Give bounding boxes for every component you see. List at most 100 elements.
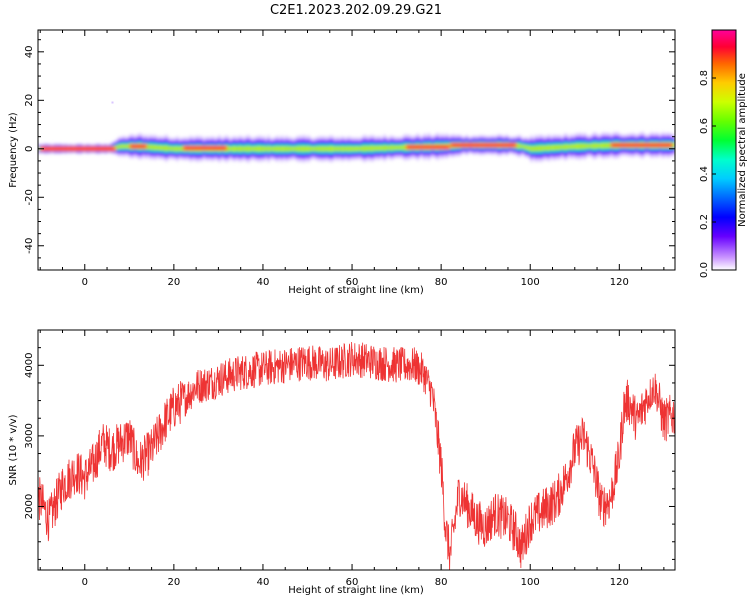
heatmap-cell <box>151 145 155 150</box>
heatmap-cell <box>162 146 166 151</box>
heatmap-cell <box>176 146 179 151</box>
spectrogram-x-tick-label: 20 <box>167 277 180 288</box>
heatmap-cell <box>171 146 175 151</box>
heatmap-cell <box>274 146 277 151</box>
spectrogram-x-tick-label: 0 <box>82 277 88 288</box>
spectrogram-y-tick-label: -40 <box>24 238 35 254</box>
heatmap-cell <box>262 146 266 151</box>
snr-x-tick-label: 40 <box>257 577 270 588</box>
snr-x-tick-label: 0 <box>82 577 88 588</box>
snr-y-ticks: 2000 3000 4000 <box>24 329 675 560</box>
heatmap-cell <box>303 146 306 152</box>
heatmap-cell <box>354 146 357 151</box>
snr-x-label: Height of straight line (km) <box>288 585 424 596</box>
heatmap-cell <box>565 144 569 150</box>
heatmap-cell <box>147 145 150 149</box>
heatmap-cell <box>599 143 602 148</box>
snr-x-tick-label: 120 <box>610 577 629 588</box>
heatmap-cell <box>563 144 567 150</box>
heatmap-cell <box>247 146 250 152</box>
colorbar-tick-label: 0.4 <box>699 166 710 182</box>
heatmap-cell <box>164 145 168 151</box>
heatmap-cell <box>574 144 578 149</box>
heatmap-cell <box>120 144 123 148</box>
heatmap-cell <box>294 146 297 151</box>
heatmap-cell <box>276 146 279 152</box>
snr-x-tick-label: 100 <box>521 577 540 588</box>
heatmap-cell <box>523 145 526 149</box>
heatmap-peak-core <box>452 143 515 147</box>
colorbar-ticks: 0.0 0.2 0.4 0.6 0.8 <box>699 70 716 278</box>
heatmap-cell <box>267 146 270 152</box>
heatmap-peak-core <box>184 146 226 150</box>
spectrogram-x-ticks: 0 20 40 60 80 100 120 <box>39 30 665 288</box>
heatmap-cell <box>543 146 547 151</box>
spectrogram-frame <box>37 29 676 271</box>
heatmap-cell <box>592 143 596 149</box>
heatmap-cell <box>334 146 337 151</box>
heatmap-cell <box>325 146 328 151</box>
heatmap-cell <box>570 144 573 149</box>
heatmap-cell <box>269 146 273 151</box>
heatmap-cell <box>227 146 230 151</box>
heatmap-cell <box>316 146 319 151</box>
heatmap-cell <box>260 146 264 151</box>
heatmap-cell <box>118 145 121 149</box>
heatmap-cell <box>356 146 359 151</box>
heatmap-cell <box>180 146 183 151</box>
heatmap-cell <box>383 145 386 151</box>
snr-series-line <box>38 342 675 570</box>
heatmap-cell <box>378 146 382 151</box>
colorbar-tick-label: 0.6 <box>699 118 710 134</box>
heatmap-cell <box>672 143 675 147</box>
colorbar-label: Normalized spectral amplitude <box>737 73 748 227</box>
spectrogram-x-tick-label: 60 <box>346 277 359 288</box>
snr-x-tick-label: 60 <box>346 577 359 588</box>
heatmap-peak-core <box>42 147 114 150</box>
heatmap-cell <box>594 143 598 149</box>
colorbar-fill <box>712 30 736 270</box>
heatmap-cell <box>583 143 587 149</box>
heatmap-cell <box>329 146 333 152</box>
heatmap-cell <box>127 144 130 149</box>
heatmap-cell <box>403 145 406 150</box>
heatmap-cell <box>394 145 397 150</box>
heatmap-cell <box>559 145 562 150</box>
heatmap-cell <box>521 144 524 148</box>
heatmap-cell <box>318 146 322 151</box>
spectrogram-y-tick-label: 40 <box>24 45 35 58</box>
snr-y-tick-label: 2000 <box>24 494 35 519</box>
heatmap-cell <box>298 146 302 152</box>
heatmap-cell <box>588 144 591 148</box>
colorbar-tick-label: 0.8 <box>699 70 710 86</box>
heatmap-cell <box>372 145 375 151</box>
heatmap-cell <box>300 146 304 152</box>
heatmap-cell <box>338 146 342 151</box>
snr-x-tick-label: 20 <box>167 577 180 588</box>
heatmap-cell <box>548 145 551 151</box>
spectrogram-y-tick-label: 0 <box>24 146 35 152</box>
heatmap-cell <box>605 143 609 148</box>
heatmap-cell <box>236 146 239 151</box>
heatmap-cell <box>336 146 339 151</box>
heatmap-cell <box>231 146 235 151</box>
heatmap-cell <box>285 146 288 152</box>
heatmap-cell <box>541 145 544 151</box>
heatmap-cell <box>124 144 128 148</box>
heatmap-cell <box>278 146 281 151</box>
heatmap-cell <box>545 145 549 151</box>
colorbar: 0.0 0.2 0.4 0.6 0.8 Normalized spectral ampl… <box>699 29 748 278</box>
heatmap-cell <box>254 146 257 151</box>
heatmap-cell <box>265 146 268 151</box>
heatmap-cell <box>369 146 373 151</box>
heatmap-cell <box>340 146 344 151</box>
heatmap-cell <box>158 145 161 150</box>
heatmap-cell <box>309 146 313 151</box>
heatmap-cell <box>234 146 237 151</box>
heatmap-cell <box>280 146 284 152</box>
snr-panel: 0 20 40 60 80 100 120 2000 3000 4000 Height of s… <box>8 329 676 596</box>
heatmap-cell <box>530 146 533 152</box>
heatmap-cell <box>398 145 402 150</box>
heatmap-cell <box>305 146 308 151</box>
